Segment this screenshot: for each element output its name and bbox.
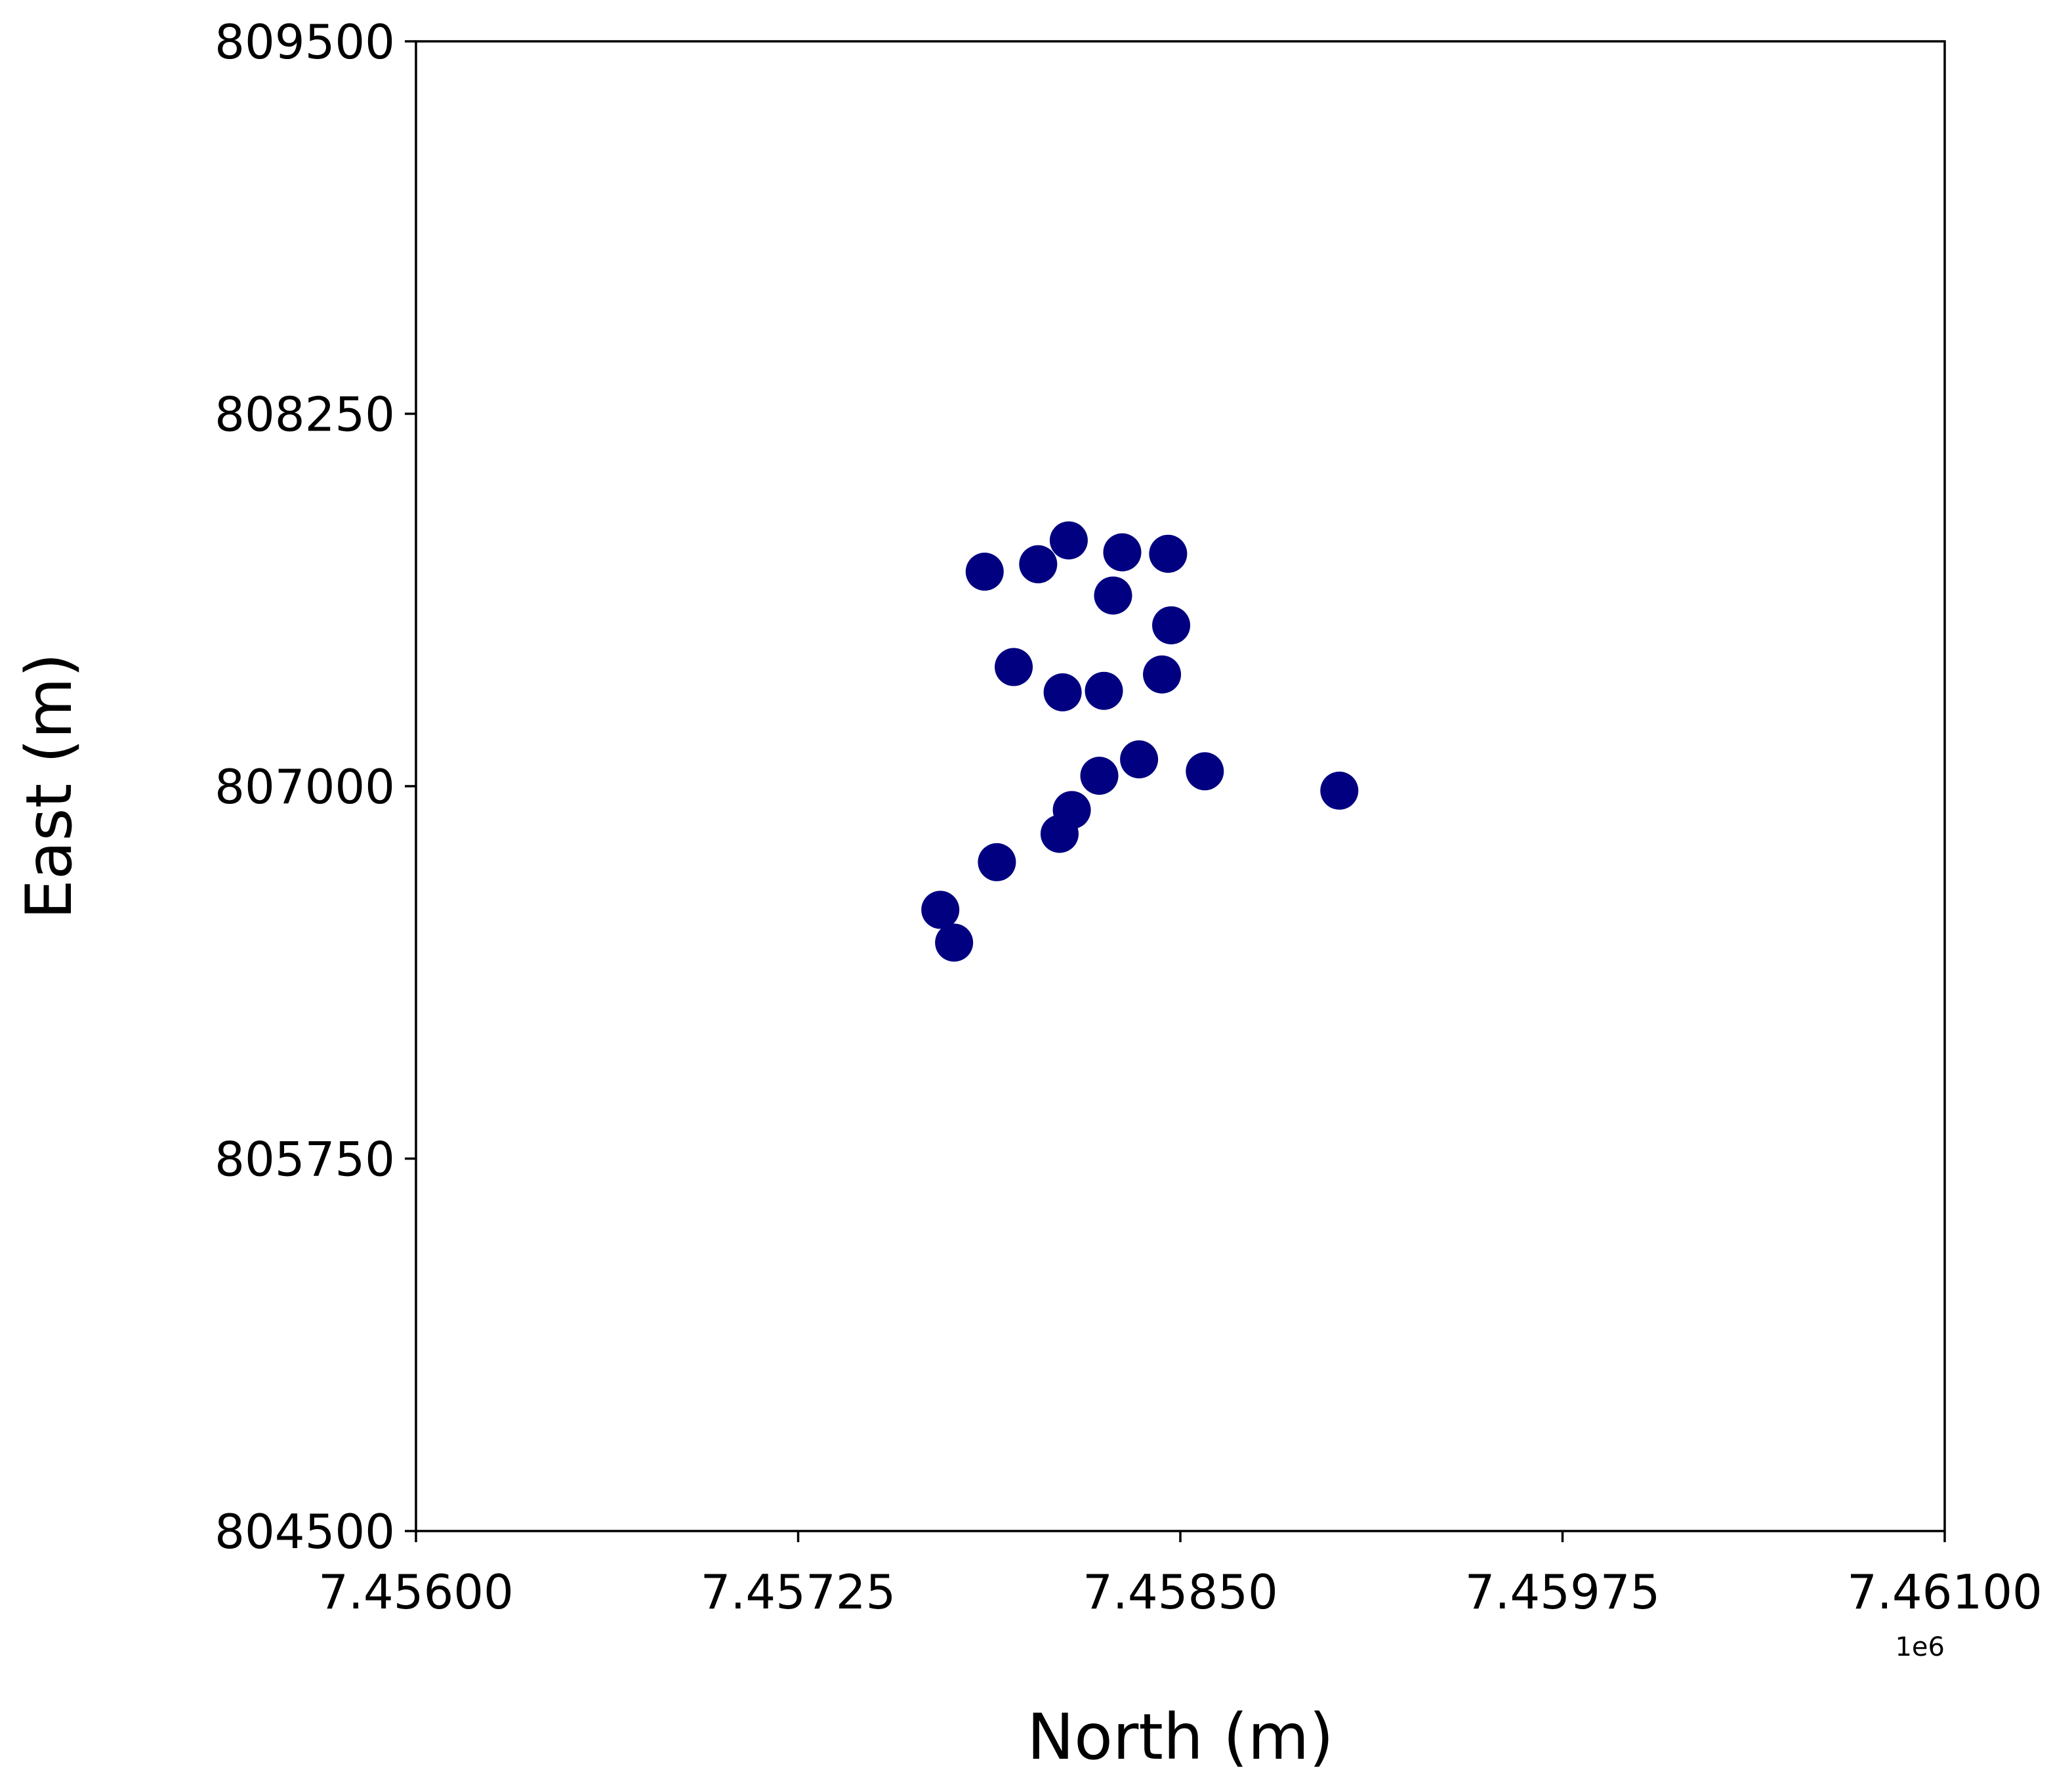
- x-tick-label: 7.45725: [701, 1564, 896, 1620]
- data-point: [1149, 534, 1188, 573]
- x-tick-label: 7.45600: [318, 1564, 514, 1620]
- data-point: [1103, 533, 1142, 572]
- data-point: [1143, 655, 1182, 694]
- data-point: [1049, 521, 1088, 560]
- y-tick-label: 804500: [215, 1504, 395, 1559]
- x-tick-label: 7.45850: [1083, 1564, 1278, 1620]
- data-points: [921, 521, 1359, 962]
- data-point: [1040, 814, 1079, 853]
- data-point: [1320, 771, 1359, 810]
- plot-area-frame: [415, 40, 1946, 1532]
- y-axis-title: East (m): [12, 653, 86, 919]
- y-tick-label: 805750: [215, 1132, 395, 1187]
- y-tick-label: 809500: [215, 14, 395, 70]
- data-point: [1120, 740, 1159, 779]
- x-axis-offset-label: 1e6: [1895, 1632, 1945, 1662]
- data-point: [1186, 752, 1224, 791]
- data-point: [1043, 673, 1082, 711]
- y-tick-label: 807000: [215, 759, 395, 814]
- x-axis-title: North (m): [1027, 1700, 1333, 1774]
- axis-frame: [415, 40, 1946, 1532]
- data-point: [1085, 671, 1123, 710]
- data-point: [1019, 545, 1058, 583]
- data-point: [995, 648, 1033, 686]
- x-tick-label: 7.46100: [1847, 1564, 2042, 1620]
- data-point: [921, 891, 960, 929]
- y-axis-ticks: 804500 805750 807000 808250 809500: [215, 14, 416, 1559]
- x-tick-label: 7.45975: [1465, 1564, 1661, 1620]
- data-point: [1094, 576, 1132, 615]
- data-point: [1080, 757, 1119, 795]
- data-point: [935, 923, 974, 962]
- data-point: [1152, 606, 1191, 644]
- data-point: [978, 843, 1016, 881]
- x-axis-ticks: 7.45600 7.45725 7.45850 7.45975 7.46100: [318, 1531, 2042, 1620]
- y-tick-label: 808250: [215, 387, 395, 442]
- data-point: [965, 553, 1004, 591]
